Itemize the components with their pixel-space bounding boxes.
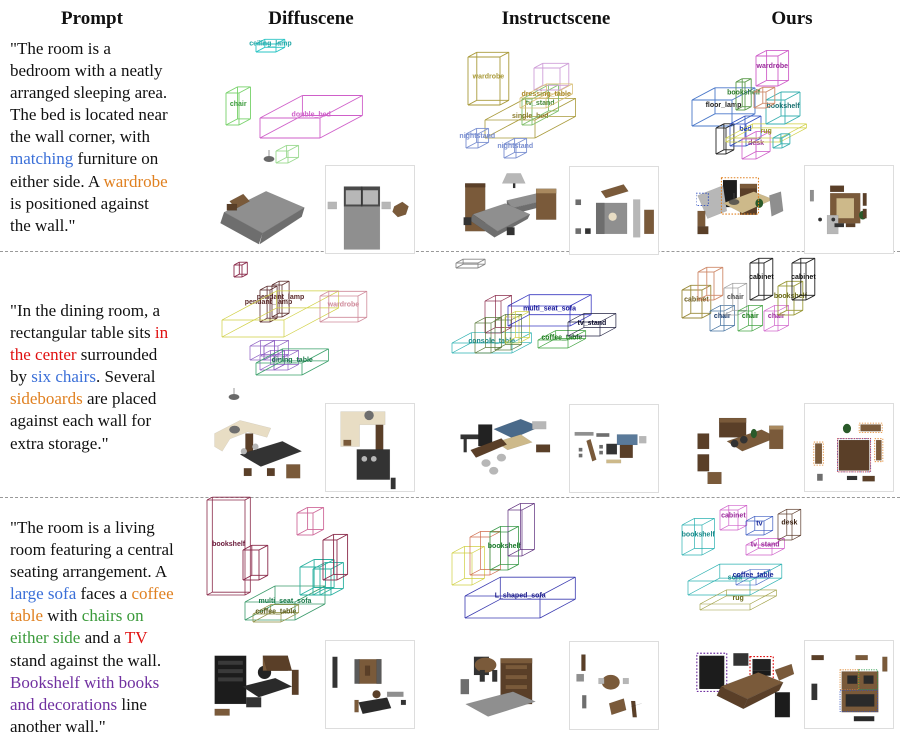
svg-text:dressing_table: dressing_table (521, 91, 571, 98)
svg-text:L_shaped_sofa: L_shaped_sofa (495, 593, 546, 600)
svg-text:desk: desk (781, 520, 797, 527)
svg-text:tv_stand: tv_stand (751, 542, 780, 549)
svg-text:rug: rug (761, 128, 772, 135)
svg-text:bookshelf: bookshelf (766, 103, 800, 110)
svg-text:multi_seat_sofa: multi_seat_sofa (523, 305, 576, 312)
svg-text:coffee_table: coffee_table (541, 334, 582, 341)
svg-text:cabinet: cabinet (791, 274, 816, 281)
svg-text:bookshelf: bookshelf (727, 89, 761, 96)
svg-text:coffee_table: coffee_table (255, 608, 296, 615)
svg-text:bookshelf: bookshelf (774, 293, 808, 300)
svg-text:bookshelf: bookshelf (488, 543, 522, 550)
svg-text:bookshelf: bookshelf (212, 541, 246, 548)
svg-text:coffee_table: coffee_table (733, 572, 774, 579)
svg-text:tv_stand: tv_stand (578, 320, 607, 327)
svg-text:dining_table: dining_table (272, 357, 313, 364)
svg-text:nightstand: nightstand (497, 143, 533, 150)
svg-text:chair: chair (742, 313, 759, 320)
svg-text:cabinet: cabinet (749, 274, 774, 281)
svg-text:rug: rug (733, 595, 744, 602)
svg-text:tv: tv (756, 521, 762, 528)
svg-text:desk: desk (748, 140, 764, 147)
svg-text:multi_seat_sofa: multi_seat_sofa (259, 598, 312, 605)
svg-text:bookshelf: bookshelf (682, 532, 716, 539)
svg-text:cabinet: cabinet (721, 513, 746, 520)
svg-text:nightstand: nightstand (459, 133, 495, 140)
svg-text:double_bed: double_bed (292, 112, 331, 119)
svg-text:chair: chair (230, 101, 247, 108)
svg-text:wardrobe: wardrobe (756, 63, 789, 70)
svg-text:ceiling_lamp: ceiling_lamp (249, 41, 291, 48)
svg-text:wardrobe: wardrobe (327, 302, 360, 309)
svg-text:chair: chair (714, 313, 731, 320)
svg-text:chair: chair (727, 294, 744, 301)
svg-text:chair: chair (768, 313, 785, 320)
svg-text:wardrobe: wardrobe (472, 74, 505, 81)
